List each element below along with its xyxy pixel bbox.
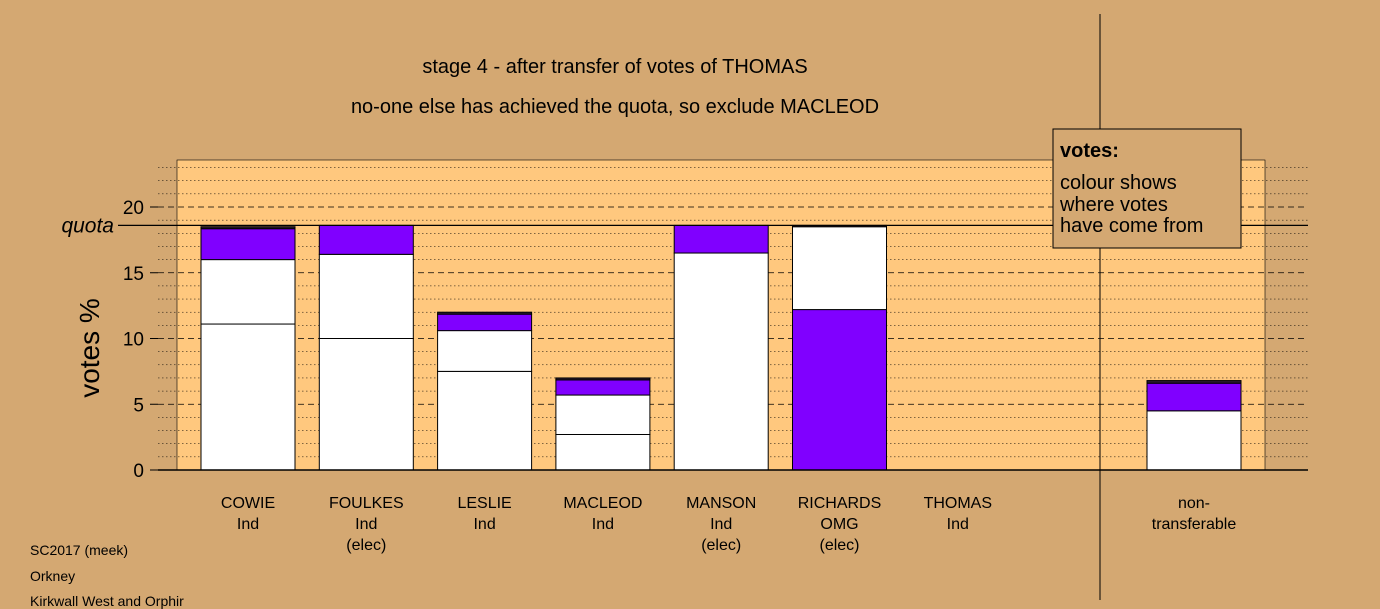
y-tick-label: 10 bbox=[123, 330, 144, 351]
category-label-leslie-0: LESLIE bbox=[457, 495, 511, 512]
category-label-foulkes-2: (elec) bbox=[346, 537, 386, 554]
y-axis: 0 5 10 15 20 bbox=[123, 198, 158, 482]
legend-box bbox=[1052, 128, 1242, 249]
bar-segment-macleod-1 bbox=[555, 394, 651, 435]
category-label-richards-0: RICHARDS bbox=[798, 495, 882, 512]
category-label-thomas-1: Ind bbox=[947, 516, 969, 533]
bar-segment-foulkes-0 bbox=[318, 338, 414, 471]
bar-segment-richards-1 bbox=[792, 226, 887, 311]
category-label-leslie-1: Ind bbox=[473, 516, 495, 533]
bar-segment-nontransferable-0 bbox=[1146, 410, 1242, 471]
category-label-macleod-0: MACLEOD bbox=[563, 495, 642, 512]
bar-segment-richards-0 bbox=[792, 309, 887, 471]
bar-segment-cowie-1 bbox=[200, 259, 296, 325]
bar-segment-foulkes-1 bbox=[318, 253, 414, 339]
bar-segment-macleod-0 bbox=[555, 433, 651, 471]
y-tick-label: 0 bbox=[133, 461, 144, 482]
bar-segment-cowie-2 bbox=[200, 228, 296, 261]
chart-title: stage 4 - after transfer of votes of THO… bbox=[422, 56, 807, 78]
category-label-cowie-0: COWIE bbox=[221, 495, 275, 512]
bar-segment-leslie-3 bbox=[437, 311, 533, 315]
bar-segment-cowie-0 bbox=[200, 323, 296, 471]
bar-segment-manson-1 bbox=[673, 224, 769, 254]
bar-segment-leslie-1 bbox=[437, 330, 533, 372]
legend: votes: colour shows where votes have com… bbox=[1052, 128, 1242, 249]
footer-election: SC2017 (meek) bbox=[30, 542, 129, 558]
bar-segment-macleod-2 bbox=[555, 379, 651, 396]
category-label-manson-2: (elec) bbox=[701, 537, 741, 554]
category-label-manson-1: Ind bbox=[710, 516, 732, 533]
category-label-richards-1: OMG bbox=[820, 516, 858, 533]
bar-segment-cowie-3 bbox=[200, 226, 296, 230]
chart-subtitle: no-one else has achieved the quota, so e… bbox=[351, 96, 879, 118]
bar-segment-nontransferable-1 bbox=[1146, 382, 1242, 412]
bars bbox=[200, 224, 1242, 471]
bar-segment-macleod-3 bbox=[555, 377, 651, 381]
footer-council: Orkney bbox=[30, 568, 76, 584]
legend-line-3: have come from bbox=[1060, 215, 1203, 237]
category-label-manson-0: MANSON bbox=[686, 495, 756, 512]
category-labels: COWIE Ind FOULKES Ind (elec) LESLIE Ind MACLEOD… bbox=[221, 495, 1236, 554]
category-label-foulkes-1: Ind bbox=[355, 516, 377, 533]
legend-line-2: where votes bbox=[1059, 194, 1168, 216]
legend-line-1: colour shows bbox=[1060, 172, 1177, 194]
category-label-macleod-1: Ind bbox=[592, 516, 614, 533]
category-label-cowie-1: Ind bbox=[237, 516, 259, 533]
legend-title: votes: bbox=[1060, 140, 1119, 162]
category-label-nontransferable-1: transferable bbox=[1152, 516, 1237, 533]
bar-segment-foulkes-2 bbox=[318, 224, 414, 255]
y-tick-label: 15 bbox=[123, 264, 144, 285]
y-tick-label: 5 bbox=[133, 395, 144, 416]
category-label-richards-2: (elec) bbox=[819, 537, 859, 554]
y-tick-label: 20 bbox=[123, 198, 144, 219]
bar-segment-leslie-0 bbox=[437, 370, 533, 471]
quota-label: quota bbox=[61, 214, 114, 237]
bar-segment-leslie-2 bbox=[437, 313, 533, 332]
footer-ward: Kirkwall West and Orphir bbox=[30, 593, 184, 609]
category-label-nontransferable-0: non- bbox=[1178, 495, 1210, 512]
y-axis-label: votes % bbox=[74, 298, 105, 398]
bar-segment-nontransferable-2 bbox=[1146, 380, 1242, 384]
bar-segment-manson-0 bbox=[673, 252, 769, 471]
category-label-thomas-0: THOMAS bbox=[924, 495, 992, 512]
category-label-foulkes-0: FOULKES bbox=[329, 495, 404, 512]
